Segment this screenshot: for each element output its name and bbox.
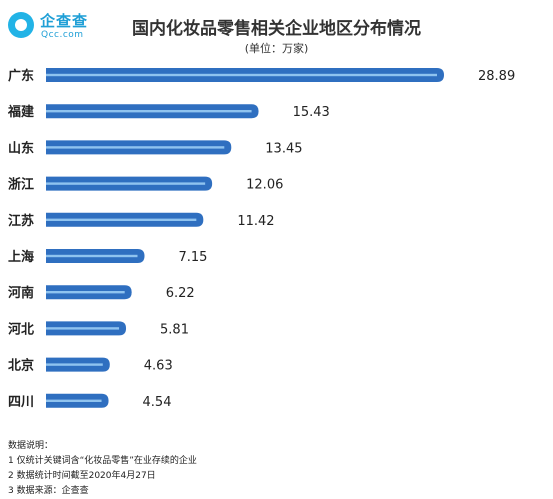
logo-icon [8, 12, 34, 38]
note-item-1: 1 仅统计关键词含“化妆品零售”在业存续的企业 [8, 456, 197, 466]
chart-title: 国内化妆品零售相关企业地区分布情况 [132, 19, 421, 39]
bar-highlight [46, 363, 103, 366]
category-label: 上海 [8, 249, 34, 265]
bar-highlight [46, 327, 120, 330]
note-item-2: 2 数据统计时间截至2020年4月27日 [8, 471, 156, 481]
notes-heading: 数据说明： [8, 441, 54, 451]
value-label: 28.89 [478, 69, 515, 84]
chart-unit: (单位：万家) [244, 42, 309, 55]
value-label: 13.45 [265, 141, 302, 156]
bar-highlight [46, 254, 138, 258]
category-label: 山东 [8, 140, 34, 156]
bar-highlight [46, 73, 437, 77]
value-label: 15.43 [293, 105, 330, 120]
value-label: 11.42 [237, 214, 274, 229]
value-label: 4.63 [144, 359, 173, 374]
data-notes: 数据说明： 1 仅统计关键词含“化妆品零售”在业存续的企业 2 数据统计时间截至… [8, 439, 197, 499]
bar-highlight [46, 291, 125, 294]
category-label: 广东 [8, 68, 34, 84]
category-label: 江苏 [8, 213, 34, 229]
category-label: 浙江 [8, 177, 34, 193]
bar-highlight [46, 146, 225, 149]
value-label: 6.22 [166, 286, 195, 301]
category-label: 四川 [8, 395, 34, 410]
logo-name: 企查查 [40, 12, 89, 30]
bar-chart: 广东 28.89 福建 15.43 山东 13.45 浙江 12.06 江苏 11.42 上海 7.1… [7, 68, 515, 410]
bar-highlight [46, 399, 102, 402]
category-label: 北京 [8, 358, 34, 374]
category-label: 河南 [8, 285, 34, 301]
note-item-3: 3 数据来源：企查查 [8, 486, 89, 496]
value-label: 5.81 [160, 322, 189, 337]
bar-highlight [46, 218, 197, 221]
value-label: 12.06 [246, 178, 283, 193]
value-label: 7.15 [179, 250, 208, 265]
bar-highlight [46, 110, 252, 113]
value-label: 4.54 [143, 395, 172, 410]
category-label: 福建 [7, 104, 34, 120]
logo: 企查查 Qcc.com [8, 10, 128, 44]
logo-url: Qcc.com [41, 30, 84, 40]
category-label: 河北 [8, 321, 34, 337]
bar-highlight [46, 182, 206, 185]
